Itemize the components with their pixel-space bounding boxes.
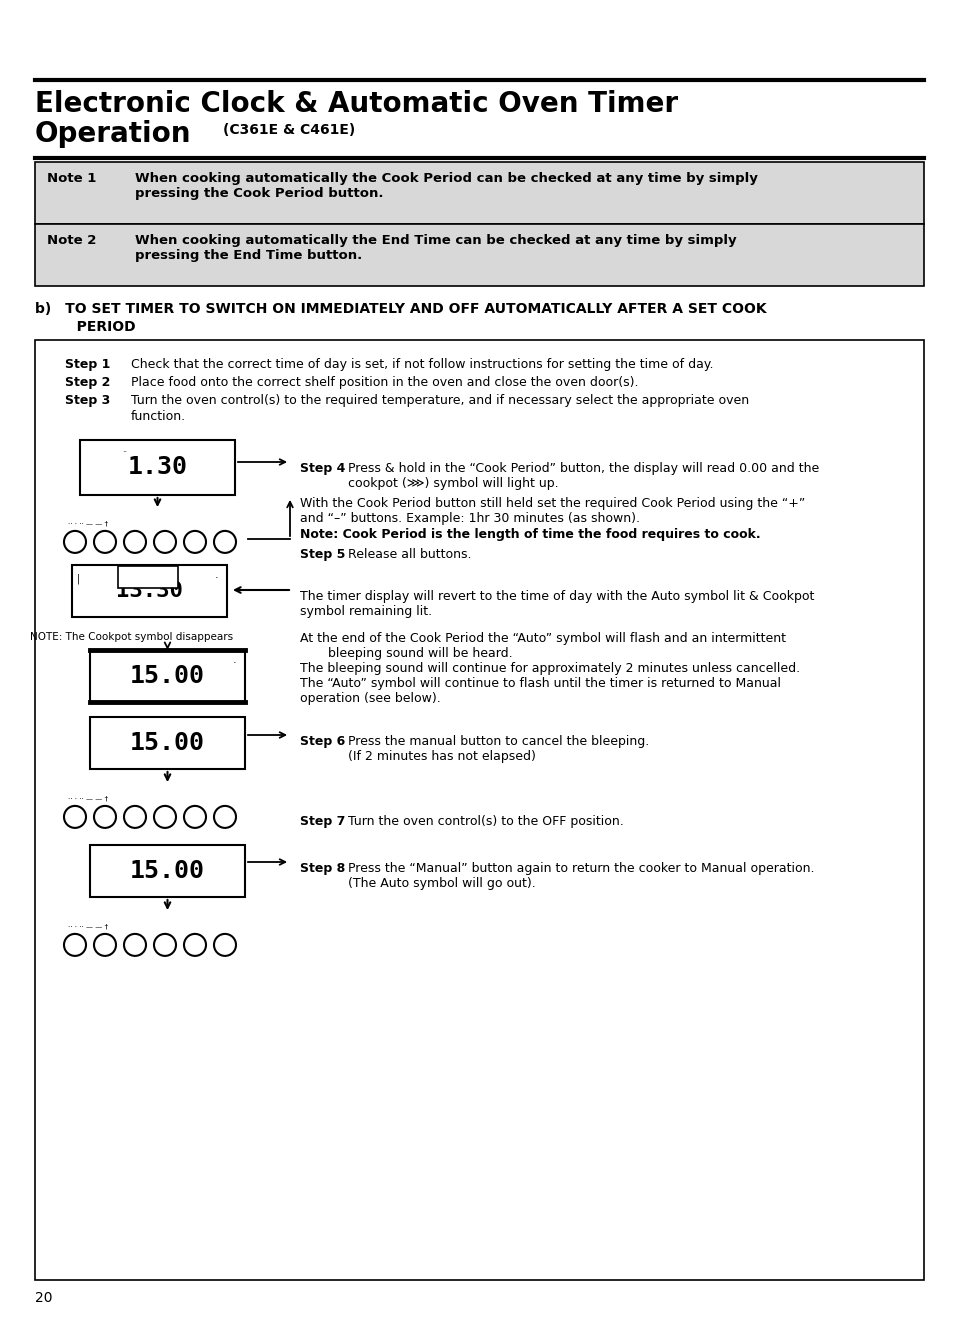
Text: Turn the oven control(s) to the OFF position.: Turn the oven control(s) to the OFF posi…	[348, 815, 623, 828]
Text: Step 2: Step 2	[65, 375, 111, 389]
Text: The timer display will revert to the time of day with the Auto symbol lit & Cook: The timer display will revert to the tim…	[299, 591, 814, 619]
Bar	[35, 162, 923, 224]
Text: ·· · ·· — — †: ·· · ·· — — †	[68, 923, 108, 929]
Bar	[118, 566, 178, 588]
Text: Step 7: Step 7	[299, 815, 345, 828]
Text: When cooking automatically the Cook Period can be checked at any time by simply
: When cooking automatically the Cook Peri…	[135, 172, 757, 200]
Text: |: |	[77, 573, 80, 584]
Text: ·: ·	[233, 659, 236, 668]
Text: Step 4: Step 4	[299, 462, 345, 476]
Text: Press the “Manual” button again to return the cooker to Manual operation.
(The A: Press the “Manual” button again to retur…	[348, 862, 814, 890]
Text: 20: 20	[35, 1291, 52, 1305]
Text: ·· · ·· — — †: ·· · ·· — — †	[68, 520, 108, 526]
Bar	[90, 651, 245, 701]
Text: ··: ··	[122, 448, 127, 457]
Text: Note 1: Note 1	[47, 172, 96, 184]
Text: b) TO SET TIMER TO SWITCH ON IMMEDIATELY AND OFF AUTOMATICALLY AFTER A SET COOK: b) TO SET TIMER TO SWITCH ON IMMEDIATELY…	[35, 302, 766, 317]
Text: Step 8: Step 8	[299, 862, 345, 875]
Text: function.: function.	[131, 410, 186, 424]
Text: ·· · ·· — — †: ·· · ·· — — †	[68, 795, 108, 802]
Text: (C361E & C461E): (C361E & C461E)	[223, 123, 355, 138]
Text: Step 6: Step 6	[299, 735, 345, 748]
Text: Press the manual button to cancel the bleeping.
(If 2 minutes has not elapsed): Press the manual button to cancel the bl…	[348, 735, 649, 763]
Text: 15.00: 15.00	[130, 664, 205, 688]
Text: 15.00: 15.00	[130, 859, 205, 883]
Text: Place food onto the correct shelf position in the oven and close the oven door(s: Place food onto the correct shelf positi…	[131, 375, 638, 389]
Text: ·: ·	[214, 573, 218, 582]
Bar	[35, 339, 923, 1280]
Text: Operation: Operation	[35, 120, 192, 148]
Text: Note: Cook Period is the length of time the food requires to cook.: Note: Cook Period is the length of time …	[299, 528, 760, 541]
Bar	[90, 844, 245, 896]
Text: PERIOD: PERIOD	[35, 321, 135, 334]
Text: Step 1: Step 1	[65, 358, 111, 371]
Text: NOTE: The Cookpot symbol disappears: NOTE: The Cookpot symbol disappears	[30, 632, 233, 643]
Bar	[71, 565, 227, 617]
Text: Note 2: Note 2	[47, 234, 96, 247]
Text: When cooking automatically the End Time can be checked at any time by simply
pre: When cooking automatically the End Time …	[135, 234, 736, 262]
Text: 15.00: 15.00	[130, 731, 205, 755]
Bar	[80, 440, 234, 496]
Bar	[35, 224, 923, 286]
Text: Step 3: Step 3	[65, 394, 111, 407]
Text: At the end of the Cook Period the “Auto” symbol will flash and an intermittent
 : At the end of the Cook Period the “Auto”…	[299, 632, 800, 705]
Text: Turn the oven control(s) to the required temperature, and if necessary select th: Turn the oven control(s) to the required…	[131, 394, 748, 407]
Text: 13.30: 13.30	[116, 581, 183, 601]
Text: Step 5: Step 5	[299, 548, 345, 561]
Text: With the Cook Period button still held set the required Cook Period using the “+: With the Cook Period button still held s…	[299, 497, 804, 525]
Text: Release all buttons.: Release all buttons.	[348, 548, 471, 561]
Text: Electronic Clock & Automatic Oven Timer: Electronic Clock & Automatic Oven Timer	[35, 90, 678, 118]
Text: Press & hold in the “Cook Period” button, the display will read 0.00 and the
coo: Press & hold in the “Cook Period” button…	[348, 462, 819, 490]
Text: 1.30: 1.30	[128, 456, 188, 480]
Text: Check that the correct time of day is set, if not follow instructions for settin: Check that the correct time of day is se…	[131, 358, 713, 371]
Bar	[90, 717, 245, 770]
